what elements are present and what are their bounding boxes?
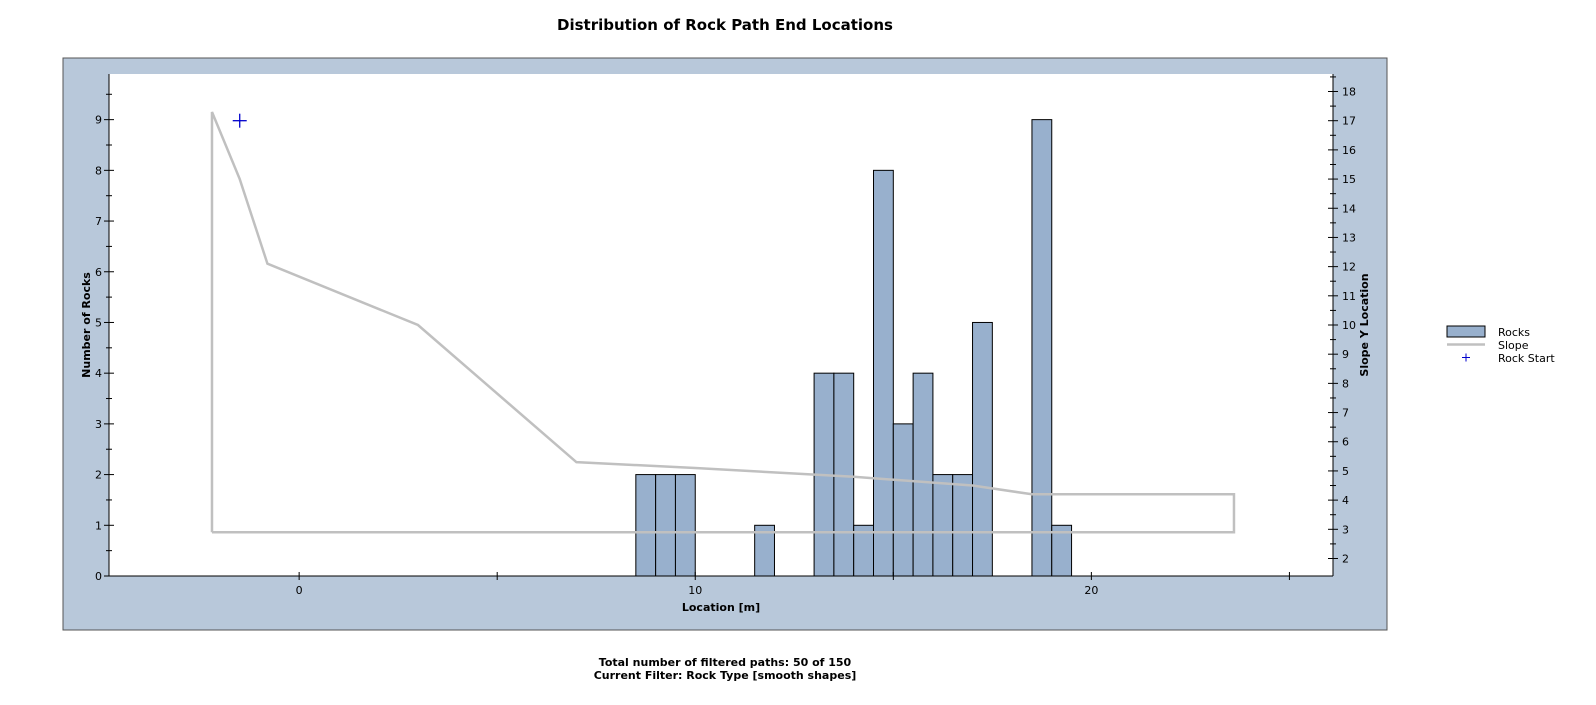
y2-tick-label: 6 <box>1342 436 1349 449</box>
bar <box>932 474 954 577</box>
bar <box>952 474 974 577</box>
bar <box>912 372 934 577</box>
x-axis-title: Location [m] <box>682 601 760 614</box>
y2-tick-label: 11 <box>1342 290 1356 303</box>
y-tick-label: 3 <box>95 418 102 431</box>
legend-rock-start-label: Rock Start <box>1498 352 1555 365</box>
chart-title: Distribution of Rock Path End Locations <box>557 16 893 34</box>
y-tick-label: 7 <box>95 215 102 228</box>
y2-ticks: 2 3 4 5 6 7 8 9 10 11 12 13 14 15 16 17 18 <box>1328 76 1356 565</box>
y2-tick-label: 13 <box>1342 231 1356 244</box>
bar <box>655 474 676 577</box>
y2-tick-label: 9 <box>1342 348 1349 361</box>
slope-line <box>210 111 1236 534</box>
y2-tick-label: 7 <box>1342 407 1349 420</box>
y2-tick-label: 14 <box>1342 202 1356 215</box>
y-tick-label: 8 <box>95 164 102 177</box>
y2-axis-title: Slope Y Location <box>1358 273 1371 376</box>
y2-tick-label: 5 <box>1342 465 1349 478</box>
footer-filtered-paths: Total number of filtered paths: 50 of 15… <box>598 656 852 669</box>
y2-tick-label: 16 <box>1342 144 1356 157</box>
y2-tick-label: 3 <box>1342 523 1349 536</box>
y-tick-label: 4 <box>95 367 102 380</box>
bar <box>972 321 993 577</box>
y-tick-label: 5 <box>95 316 102 329</box>
y-tick-label: 2 <box>95 469 102 482</box>
bar <box>1031 119 1053 577</box>
y2-tick-label: 17 <box>1342 115 1356 128</box>
rock-start-marker <box>232 113 247 128</box>
y2-tick-label: 12 <box>1342 261 1356 274</box>
footer-current-filter: Current Filter: Rock Type [smooth shapes… <box>593 669 857 682</box>
y2-tick-label: 2 <box>1342 552 1349 565</box>
legend-rock-start-swatch <box>1462 353 1470 362</box>
y2-tick-label: 18 <box>1342 86 1356 99</box>
y-tick-label: 1 <box>95 519 102 532</box>
x-tick-label: 20 <box>1084 584 1098 597</box>
legend-slope-label: Slope <box>1498 339 1529 352</box>
legend-rocks-label: Rocks <box>1498 326 1530 339</box>
y2-tick-label: 15 <box>1342 173 1356 186</box>
bar <box>674 474 696 577</box>
y-tick-label: 9 <box>95 114 102 127</box>
x-tick-label: 10 <box>688 584 702 597</box>
y-tick-label: 0 <box>95 570 102 583</box>
legend: Rocks Slope Rock Start <box>1446 325 1555 365</box>
x-tick-label: 0 <box>296 584 303 597</box>
y2-tick-label: 8 <box>1342 377 1349 390</box>
x-ticks: 0 10 20 <box>296 572 1290 597</box>
bar <box>635 474 657 577</box>
y-ticks: 0 1 2 3 4 5 6 7 8 9 <box>95 93 114 583</box>
y-tick-label: 6 <box>95 266 102 279</box>
y2-tick-label: 10 <box>1342 319 1356 332</box>
bars-layer <box>635 119 1073 577</box>
rock-start-layer <box>232 113 247 128</box>
slope-layer <box>210 111 1236 534</box>
legend-rocks-swatch <box>1446 325 1486 338</box>
bar <box>873 169 894 577</box>
y-axis-title: Number of Rocks <box>80 272 93 378</box>
y2-tick-label: 4 <box>1342 494 1349 507</box>
plot-area <box>109 74 1333 576</box>
bar <box>892 423 914 577</box>
